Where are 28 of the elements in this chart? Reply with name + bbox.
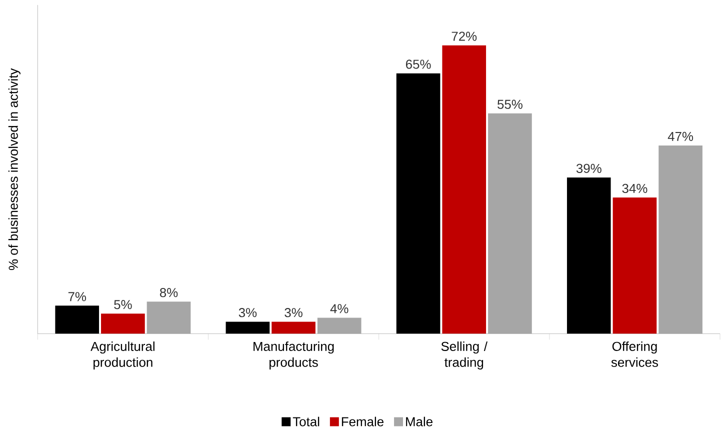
- data-label: 34%: [622, 184, 648, 194]
- bar: [612, 198, 657, 334]
- data-label: 47%: [668, 132, 694, 142]
- bar: [226, 322, 270, 334]
- data-label: 39%: [576, 164, 602, 174]
- data-label: 65%: [406, 60, 431, 70]
- data-label: 72%: [452, 32, 477, 41]
- legend-label: Male: [406, 416, 432, 426]
- data-label: 55%: [498, 100, 522, 110]
- data-label: 5%: [114, 300, 132, 310]
- bar: [101, 314, 145, 334]
- bar: [566, 178, 611, 334]
- data-label: 7%: [68, 292, 86, 302]
- legend-label: Total: [292, 416, 320, 426]
- bar: [396, 74, 440, 334]
- data-label: 8%: [160, 288, 178, 298]
- bar: [442, 46, 486, 334]
- y-axis-title: % of businesses involved in activity: [8, 68, 20, 270]
- bar: [272, 322, 316, 334]
- x-tick-label: Manufacturing products: [254, 342, 334, 370]
- data-label: 3%: [238, 308, 257, 318]
- data-label: 3%: [284, 308, 302, 318]
- x-tick-label: Agricultural production: [90, 342, 154, 370]
- bar: [55, 306, 100, 334]
- x-tick-label: Selling / trading: [441, 342, 488, 370]
- data-label: 4%: [330, 304, 348, 314]
- x-tick-label: Offering services: [611, 342, 658, 368]
- legend-label: Female: [342, 416, 384, 426]
